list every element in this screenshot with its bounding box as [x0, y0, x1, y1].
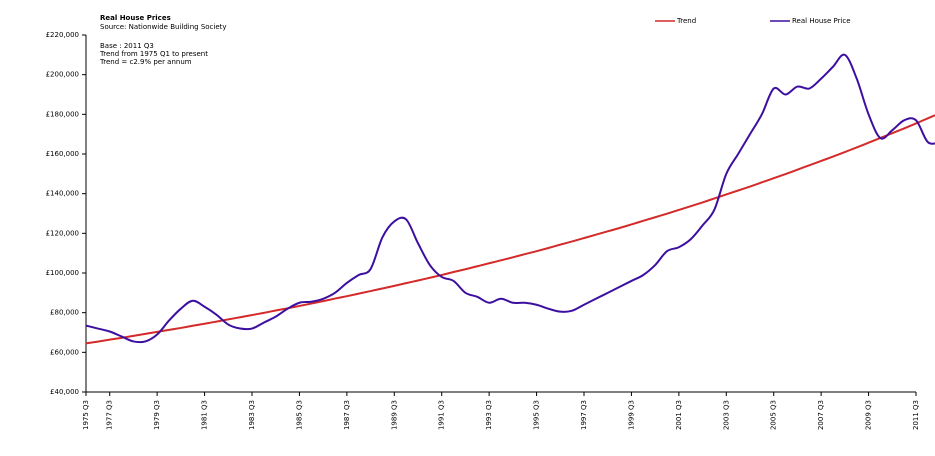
- y-tick-label: £220,000: [46, 31, 79, 39]
- y-tick-label: £120,000: [46, 229, 79, 237]
- legend-label: Trend: [676, 17, 696, 25]
- x-tick-label: 2011 Q3: [912, 400, 920, 430]
- y-tick-label: £180,000: [46, 110, 79, 118]
- x-tick-label: 1997 Q3: [580, 400, 588, 430]
- data-line: [85, 114, 935, 345]
- x-tick-label: 1977 Q3: [106, 400, 114, 430]
- x-tick-label: 1985 Q3: [295, 400, 303, 430]
- annotation: Trend = c2.9% per annum: [99, 58, 192, 66]
- y-tick-label: £140,000: [46, 190, 79, 198]
- x-tick-label: 2009 Q3: [865, 400, 873, 430]
- x-tick-label: 1999 Q3: [627, 400, 635, 430]
- y-tick-label: £40,000: [50, 388, 79, 396]
- x-tick-label: 1981 Q3: [201, 400, 209, 430]
- x-tick-label: 1989 Q3: [390, 400, 398, 430]
- y-tick-label: £100,000: [46, 269, 79, 277]
- legend-label: Real House Price: [792, 17, 851, 25]
- y-tick-label: £200,000: [46, 71, 79, 79]
- x-tick-label: 2005 Q3: [770, 400, 778, 430]
- y-tick-label: £60,000: [50, 348, 79, 356]
- x-tick-label: 1983 Q3: [248, 400, 256, 430]
- data-line: [85, 53, 935, 344]
- x-tick-label: 2003 Q3: [722, 400, 730, 430]
- x-tick-label: 2007 Q3: [817, 400, 825, 430]
- annotation: Base : 2011 Q3: [100, 42, 154, 50]
- annotation: Trend from 1975 Q1 to present: [99, 50, 208, 58]
- x-tick-label: 2001 Q3: [675, 400, 683, 430]
- y-tick-label: £160,000: [46, 150, 79, 158]
- x-tick-label: 1993 Q3: [485, 400, 493, 430]
- x-tick-label: 1995 Q3: [533, 400, 541, 430]
- x-tick-label: 1979 Q3: [153, 400, 161, 430]
- x-tick-label: 1987 Q3: [343, 400, 351, 430]
- y-tick-label: £80,000: [50, 309, 79, 317]
- chart-subtitle: Source: Nationwide Building Society: [100, 23, 227, 31]
- x-tick-label: 1991 Q3: [438, 400, 446, 430]
- chart-title: Real House Prices: [100, 14, 171, 22]
- x-tick-label: 1975 Q3: [82, 400, 90, 430]
